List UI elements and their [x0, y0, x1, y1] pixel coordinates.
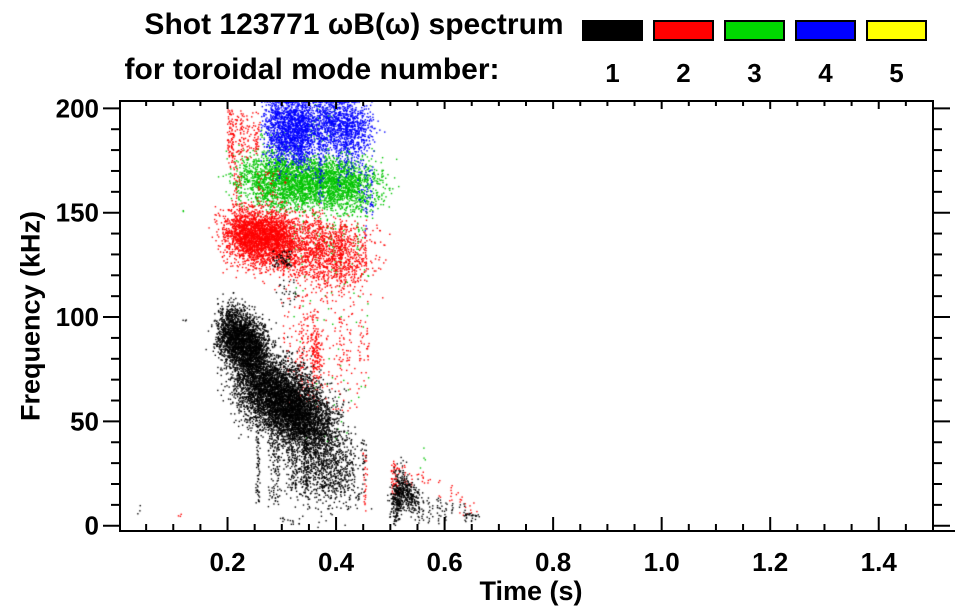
legend-item-mode-1: 1	[582, 20, 643, 86]
legend-item-mode-4: 4	[795, 20, 856, 86]
x-tick-label: 1.2	[752, 547, 788, 577]
legend-item-mode-5: 5	[866, 20, 927, 86]
legend-swatch-mode-2	[653, 20, 714, 41]
x-tick-label: 1.4	[861, 547, 898, 577]
x-tick-label: 0.8	[535, 547, 571, 577]
legend: 1 2 3 4 5	[582, 20, 927, 86]
legend-label-mode-2: 2	[676, 58, 691, 88]
legend-swatch-mode-3	[724, 20, 785, 41]
y-tick-label: 0	[85, 511, 99, 541]
x-tick-label: 0.4	[318, 547, 355, 577]
y-tick-label: 100	[56, 302, 99, 332]
legend-swatch-mode-1	[582, 20, 643, 41]
legend-swatch-mode-4	[795, 20, 856, 41]
legend-swatch-mode-5	[866, 20, 927, 41]
legend-label-mode-3: 3	[747, 58, 762, 88]
x-tick-label: 0.2	[209, 547, 245, 577]
y-tick-label: 50	[70, 406, 99, 436]
x-axis-title: Time (s)	[479, 576, 583, 606]
legend-label-mode-1: 1	[605, 58, 620, 88]
x-tick-label: 0.6	[427, 547, 463, 577]
x-tick-label: 1.0	[644, 547, 680, 577]
legend-label-mode-5: 5	[889, 58, 904, 88]
chart-title-line1: Shot 123771 ωB(ω) spectrum	[144, 8, 564, 41]
legend-item-mode-3: 3	[724, 20, 785, 86]
legend-label-mode-4: 4	[818, 58, 833, 88]
y-tick-label: 200	[56, 93, 99, 123]
chart-title-line2: for toroidal mode number:	[124, 53, 500, 86]
legend-item-mode-2: 2	[653, 20, 714, 86]
y-axis-title: Frequency (kHz)	[15, 210, 46, 422]
y-tick-label: 150	[56, 198, 99, 228]
